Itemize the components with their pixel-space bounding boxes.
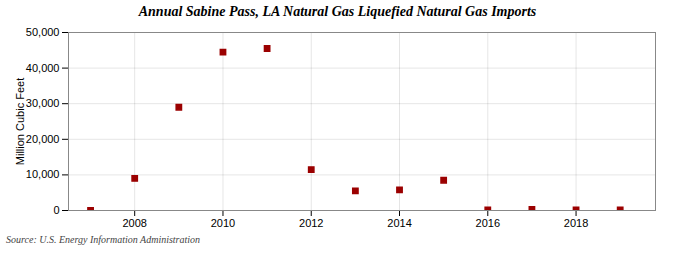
svg-text:50,000: 50,000 bbox=[26, 26, 60, 38]
svg-text:2016: 2016 bbox=[476, 217, 500, 229]
html-text:Annual Sabine Pass, LA Natural: Annual Sabine Pass, LA Natural Gas Lique… bbox=[138, 4, 537, 19]
svg-text:2018: 2018 bbox=[564, 217, 588, 229]
svg-text:10,000: 10,000 bbox=[26, 168, 60, 180]
svg-text:30,000: 30,000 bbox=[26, 97, 60, 109]
svg-text:0: 0 bbox=[53, 204, 59, 216]
svg-text:2012: 2012 bbox=[299, 217, 323, 229]
svg-text:40,000: 40,000 bbox=[26, 62, 60, 74]
svg-text:2008: 2008 bbox=[122, 217, 146, 229]
svg-text:2014: 2014 bbox=[387, 217, 411, 229]
svg-text:20,000: 20,000 bbox=[26, 133, 60, 145]
svg-text:2010: 2010 bbox=[211, 217, 235, 229]
html-text:Source: U.S. Energy Informatio: Source: U.S. Energy Information Administ… bbox=[6, 234, 201, 245]
svg-text:Million Cubic Feet: Million Cubic Feet bbox=[14, 78, 26, 165]
